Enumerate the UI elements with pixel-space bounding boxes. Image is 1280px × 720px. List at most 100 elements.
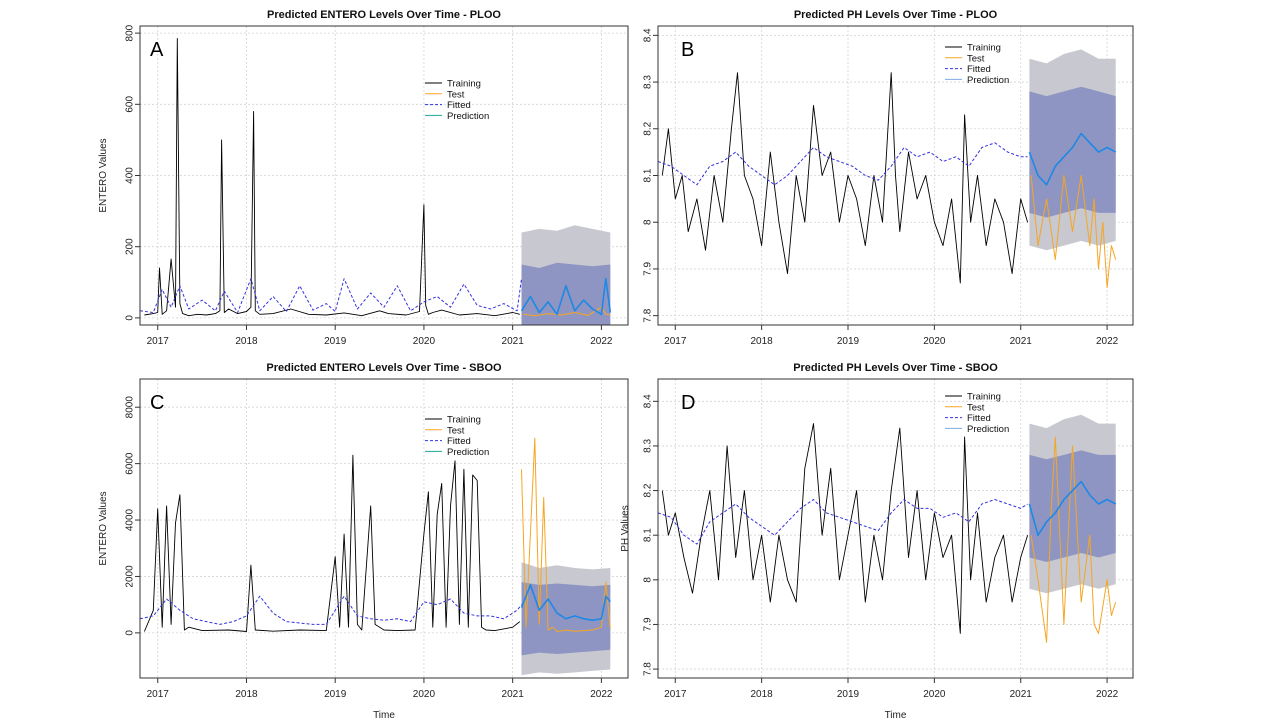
x-tick-label: 2021 — [1010, 336, 1033, 347]
panel-b: 2017 2018 2019 2020 2021 2022 7.8 7.9 8 8.1 8.2 8.3… — [643, 9, 1134, 347]
plot-area — [140, 38, 612, 325]
y-tick-label: 0 — [125, 630, 136, 636]
panel-letter: C — [150, 392, 164, 414]
plot-area — [140, 437, 611, 676]
y-tick-label: 7.8 — [643, 662, 654, 676]
prediction-interval-inner — [1029, 86, 1116, 218]
series-line-fitted — [140, 595, 522, 625]
series-line-training — [143, 454, 521, 632]
x-tick-label: 2020 — [413, 689, 436, 700]
legend-label-fitted: Fitted — [447, 100, 471, 111]
panel-c: 2017 2018 2019 2020 2021 2022 0 2000 4000 6000 800… — [98, 362, 629, 720]
series-line-fitted — [658, 499, 1028, 545]
y-axis-label: PH Values — [620, 505, 631, 552]
x-tick-label: 2018 — [751, 336, 774, 347]
y-tick-label: 7.9 — [643, 262, 654, 276]
legend-label-test: Test — [967, 53, 985, 64]
x-tick-label: 2021 — [502, 689, 525, 700]
legend-label-fitted: Fitted — [967, 413, 991, 424]
panel-letter: B — [681, 39, 694, 61]
chart-title: Predicted PH Levels Over Time - PLOO — [794, 9, 998, 21]
y-tick-label: 8 — [643, 577, 654, 583]
y-tick-label: 400 — [125, 167, 136, 184]
x-tick-label: 2018 — [235, 689, 258, 700]
y-tick-label: 8.2 — [643, 121, 654, 135]
y-tick-label: 4000 — [125, 508, 136, 531]
x-tick-label: 2017 — [147, 336, 170, 347]
legend-label-training: Training — [447, 415, 481, 426]
y-tick-label: 8 — [643, 219, 654, 225]
plot-area — [658, 49, 1117, 289]
y-axis-label: ENTERO Values — [98, 138, 109, 212]
y-tick-label: 8.1 — [643, 168, 654, 182]
series-line-test — [1030, 436, 1117, 643]
x-tick-label: 2022 — [1096, 336, 1119, 347]
y-tick-label: 8.4 — [643, 28, 654, 42]
y-tick-label: 8.2 — [643, 483, 654, 497]
x-tick-label: 2019 — [324, 336, 347, 347]
y-tick-label: 800 — [125, 24, 136, 41]
x-tick-label: 2021 — [1010, 689, 1033, 700]
series-line-training — [661, 72, 1029, 284]
y-tick-label: 200 — [125, 238, 136, 255]
legend-label-fitted: Fitted — [447, 436, 471, 447]
x-tick-label: 2021 — [502, 336, 525, 347]
legend-label-prediction: Prediction — [967, 424, 1009, 435]
y-tick-label: 8.3 — [643, 75, 654, 89]
legend-label-prediction: Prediction — [447, 111, 489, 122]
series-line-test — [1030, 175, 1117, 289]
x-axis-label: Time — [885, 710, 907, 720]
y-tick-label: 8000 — [125, 396, 136, 419]
series-line-prediction — [520, 277, 612, 316]
chart-title: Predicted ENTERO Levels Over Time - PLOO — [267, 9, 501, 21]
x-tick-label: 2022 — [1096, 689, 1119, 700]
series-line-prediction — [1028, 480, 1117, 537]
y-tick-label: 7.9 — [643, 617, 654, 631]
x-tick-label: 2019 — [324, 689, 347, 700]
x-tick-label: 2017 — [664, 336, 687, 347]
series-line-fitted — [140, 278, 522, 313]
series-line-fitted — [658, 142, 1028, 186]
y-tick-label: 8.3 — [643, 439, 654, 453]
legend-label-prediction: Prediction — [447, 447, 489, 458]
panel-letter: D — [681, 392, 695, 414]
x-tick-label: 2020 — [413, 336, 436, 347]
y-tick-label: 7.8 — [643, 308, 654, 322]
x-tick-label: 2019 — [837, 336, 860, 347]
plot-frame — [139, 378, 629, 679]
x-tick-label: 2017 — [147, 689, 170, 700]
series-line-prediction — [1028, 132, 1117, 186]
prediction-interval-inner — [1029, 450, 1116, 562]
x-tick-label: 2022 — [590, 336, 613, 347]
x-tick-label: 2020 — [923, 336, 946, 347]
x-tick-label: 2022 — [590, 689, 613, 700]
x-tick-label: 2018 — [235, 336, 258, 347]
y-tick-label: 6000 — [125, 452, 136, 475]
legend-label-training: Training — [967, 43, 1001, 54]
legend-label-training: Training — [967, 392, 1001, 403]
x-tick-label: 2020 — [923, 689, 946, 700]
x-tick-label: 2019 — [837, 689, 860, 700]
x-axis-label: Time — [373, 710, 395, 720]
y-tick-label: 600 — [125, 96, 136, 113]
y-tick-label: 0 — [125, 315, 136, 321]
legend-label-fitted: Fitted — [967, 64, 991, 75]
y-tick-label: 8.4 — [643, 394, 654, 408]
x-tick-label: 2018 — [751, 689, 774, 700]
legend-label-training: Training — [447, 79, 481, 90]
panel-a: 2017 2018 2019 2020 2021 2022 0 200 400 600 800 Pre… — [98, 9, 629, 347]
prediction-interval-inner — [521, 262, 611, 325]
legend-label-prediction: Prediction — [967, 75, 1009, 86]
series-line-training — [661, 423, 1029, 634]
legend-label-test: Test — [447, 89, 465, 100]
chart-title: Predicted ENTERO Levels Over Time - SBOO — [266, 362, 502, 374]
panel-d: 2017 2018 2019 2020 2021 2022 7.8 7.9 8 8.1 8.2 8.3… — [620, 362, 1134, 720]
series-line-test — [523, 306, 611, 317]
y-tick-label: 2000 — [125, 565, 136, 588]
series-line-training — [144, 38, 520, 317]
